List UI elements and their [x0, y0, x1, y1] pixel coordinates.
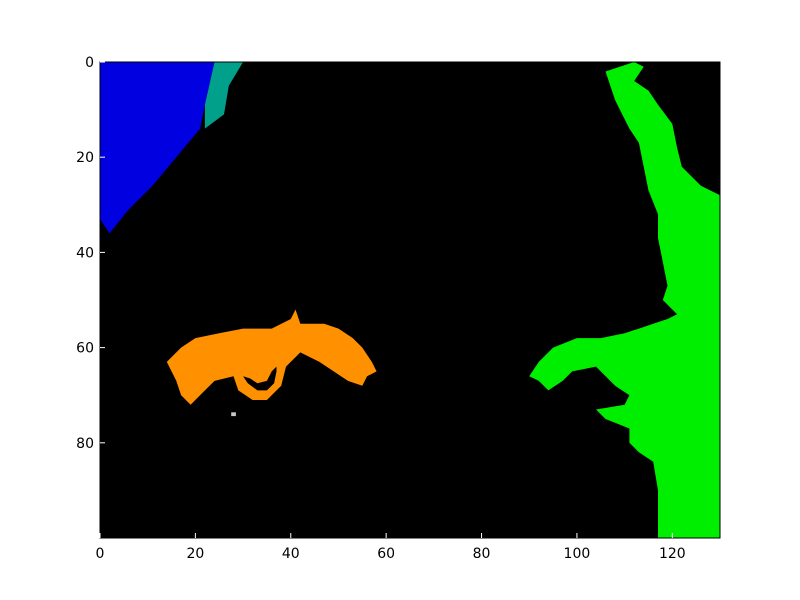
x-axis: 0 20 40 60 80 100 120: [96, 533, 686, 562]
y-tick-label: 80: [76, 436, 94, 452]
plot-frame: [99, 61, 721, 539]
y-tick-label: 40: [76, 245, 94, 261]
region-orange: [166, 309, 377, 405]
y-tick-label: 0: [85, 55, 94, 71]
x-tick-label: 120: [659, 546, 686, 562]
plot-area: [99, 61, 721, 539]
y-axis: 0 20 40 60 80: [76, 55, 105, 452]
y-tick-label: 20: [76, 150, 94, 166]
x-tick-label: 20: [186, 546, 204, 562]
x-tick-label: 60: [377, 546, 395, 562]
heatmap-background: [100, 62, 720, 538]
region-teal: [204, 62, 244, 129]
y-tick-label: 60: [76, 341, 94, 357]
region-blue: [100, 62, 215, 234]
region-dot: [231, 412, 236, 417]
x-tick-label: 100: [564, 546, 591, 562]
region-green: [529, 62, 720, 538]
region-hole: [243, 366, 277, 391]
x-tick-label: 80: [473, 546, 491, 562]
x-tick-label: 40: [282, 546, 300, 562]
x-tick-label: 0: [96, 546, 105, 562]
